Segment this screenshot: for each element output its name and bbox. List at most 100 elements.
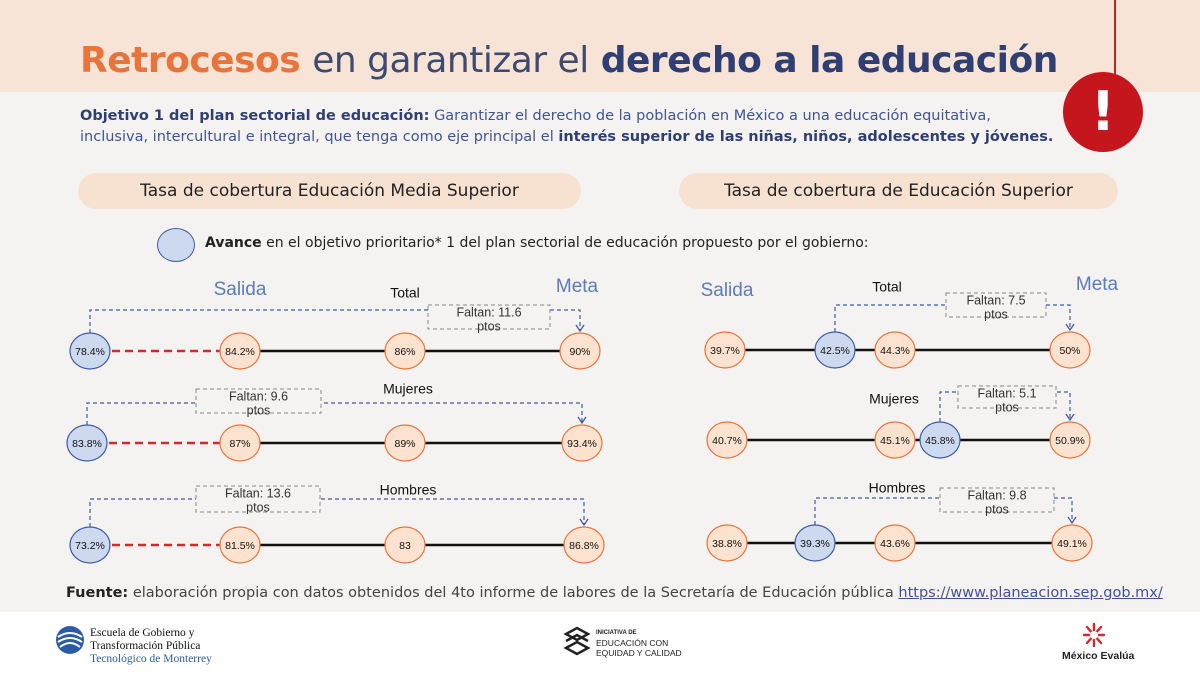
avance-node-right-0-label: 42.5% bbox=[820, 345, 850, 357]
avance-node-left-0-circle bbox=[69, 332, 111, 370]
value-node-right-0-2-label: 50% bbox=[1059, 345, 1080, 357]
value-node-left-1-0-circle bbox=[219, 424, 261, 462]
value-node-left-1-1-circle bbox=[384, 424, 426, 462]
value-node-right-1-2-circle bbox=[1049, 421, 1091, 459]
legend-avance-marker bbox=[157, 228, 195, 262]
mexico-evalua-star-icon bbox=[1082, 622, 1106, 648]
avance-node-left-1-circle bbox=[66, 424, 108, 462]
value-node-right-2-2-circle bbox=[1051, 524, 1093, 562]
value-node-right-2-1-circle bbox=[874, 524, 916, 562]
row-label-left-0: Total bbox=[390, 285, 420, 301]
header-band bbox=[0, 0, 1200, 92]
objective-label: Objetivo 1 del plan sectorial de educaci… bbox=[80, 108, 430, 124]
gap-connector-left-1 bbox=[86, 402, 583, 425]
panel-title-superior: Tasa de cobertura de Educación Superior bbox=[679, 173, 1118, 209]
row-label-left-2: Hombres bbox=[380, 482, 437, 498]
faltan-left-0-box bbox=[427, 304, 551, 330]
faltan-left-1-box bbox=[195, 388, 322, 414]
arrow-head bbox=[1067, 516, 1077, 525]
value-node-left-2-1-circle bbox=[384, 526, 426, 564]
value-node-right-2-2-label: 49.1% bbox=[1057, 538, 1087, 550]
value-node-left-0-1-circle bbox=[384, 332, 426, 370]
gap-connector-left-0 bbox=[89, 309, 581, 333]
row-label-left-1: Mujeres bbox=[383, 381, 433, 397]
meta-label-left: Meta bbox=[556, 276, 599, 297]
value-node-left-1-2-label: 93.4% bbox=[567, 438, 597, 450]
arrow-head bbox=[1065, 413, 1075, 422]
salida-label-left: Salida bbox=[214, 279, 267, 300]
value-node-right-2-0-label: 38.8% bbox=[712, 538, 742, 550]
panel-title-media-superior: Tasa de cobertura Educación Media Superi… bbox=[78, 173, 581, 209]
value-node-right-0-1-label: 44.3% bbox=[880, 345, 910, 357]
objective-body: Garantizar el derecho de la población en… bbox=[80, 108, 991, 145]
arrow-head bbox=[579, 518, 589, 527]
title-highlight: Retrocesos bbox=[80, 40, 301, 81]
value-node-left-2-0-circle bbox=[219, 526, 261, 564]
avance-node-right-1-label: 45.8% bbox=[925, 435, 955, 447]
faltan-right-1-label-2: ptos bbox=[995, 400, 1019, 414]
faltan-right-0-box bbox=[945, 292, 1047, 318]
logo-mexico-evalua: México Evalúa bbox=[1062, 650, 1135, 662]
value-node-right-0-1-circle bbox=[874, 331, 916, 369]
value-node-left-2-2-label: 86.8% bbox=[569, 540, 599, 552]
alert-icon: ! bbox=[1063, 72, 1143, 152]
source-label: Fuente: bbox=[66, 585, 129, 601]
avance-node-left-0-label: 78.4% bbox=[75, 346, 105, 358]
alert-line bbox=[1114, 0, 1116, 92]
title-emphasis: derecho a la educación bbox=[600, 40, 1059, 81]
faltan-right-2-label: Faltan: 9.8 bbox=[967, 488, 1026, 502]
value-node-right-1-0-label: 40.7% bbox=[712, 435, 742, 447]
salida-label-right: Salida bbox=[701, 280, 754, 301]
value-node-left-2-0-label: 81.5% bbox=[225, 540, 255, 552]
faltan-right-1-label: Faltan: 5.1 bbox=[977, 386, 1036, 400]
faltan-left-1-label: Faltan: 9.6 bbox=[229, 389, 288, 403]
legend-text: Avance en el objetivo prioritario* 1 del… bbox=[205, 235, 869, 251]
logo-escuela-gobierno: Escuela de Gobierno y Transformación Púb… bbox=[90, 627, 212, 665]
avance-node-right-2-label: 39.3% bbox=[800, 538, 830, 550]
value-node-left-0-0-label: 84.2% bbox=[225, 346, 255, 358]
value-node-left-1-0-label: 87% bbox=[229, 438, 250, 450]
faltan-right-2-box bbox=[939, 487, 1055, 513]
faltan-right-2-label-2: ptos bbox=[985, 502, 1009, 516]
value-node-right-0-2-circle bbox=[1049, 331, 1091, 369]
value-node-left-0-2-circle bbox=[559, 332, 601, 370]
value-node-left-0-0-circle bbox=[219, 332, 261, 370]
value-node-left-2-1-label: 83 bbox=[399, 540, 411, 552]
meta-label-right: Meta bbox=[1076, 274, 1119, 295]
value-node-left-0-2-label: 90% bbox=[569, 346, 590, 358]
gap-connector-left-2 bbox=[89, 498, 585, 527]
faltan-left-0-label-2: ptos bbox=[477, 319, 501, 333]
objective-highlight: interés superior de las niñas, niños, ad… bbox=[558, 129, 1054, 145]
value-node-right-2-1-label: 43.6% bbox=[880, 538, 910, 550]
value-node-left-2-2-circle bbox=[563, 526, 605, 564]
source-link[interactable]: https://www.planeacion.sep.gob.mx/ bbox=[898, 585, 1163, 601]
faltan-right-1-box bbox=[957, 385, 1057, 409]
footer bbox=[0, 612, 1200, 675]
value-node-left-0-1-label: 86% bbox=[394, 346, 415, 358]
avance-node-left-2-circle bbox=[69, 526, 111, 564]
value-node-right-0-0-circle bbox=[704, 331, 746, 369]
faltan-left-2-label: Faltan: 13.6 bbox=[225, 486, 291, 500]
source-note: Fuente: elaboración propia con datos obt… bbox=[66, 585, 1163, 601]
value-node-left-1-1-label: 89% bbox=[394, 438, 415, 450]
value-node-right-1-2-label: 50.9% bbox=[1055, 435, 1085, 447]
gap-connector-right-0 bbox=[834, 304, 1071, 332]
row-label-right-1: Mujeres bbox=[869, 391, 919, 407]
value-node-right-0-0-label: 39.7% bbox=[710, 345, 740, 357]
avance-node-right-1-circle bbox=[919, 421, 961, 459]
avance-node-right-2-circle bbox=[794, 524, 836, 562]
faltan-left-0-label: Faltan: 11.6 bbox=[456, 305, 521, 319]
faltan-right-0-label: Faltan: 7.5 bbox=[966, 293, 1025, 307]
value-node-right-1-1-label: 45.1% bbox=[880, 435, 910, 447]
arrow-head bbox=[577, 416, 587, 425]
avance-node-left-2-label: 73.2% bbox=[75, 540, 105, 552]
row-label-right-2: Hombres bbox=[869, 480, 926, 496]
source-text: elaboración propia con datos obtenidos d… bbox=[132, 585, 894, 601]
objective-text: Objetivo 1 del plan sectorial de educaci… bbox=[80, 106, 1060, 148]
faltan-left-2-label-2: ptos bbox=[246, 500, 270, 514]
iniciativa-logo-icon bbox=[563, 626, 591, 656]
title-middle: en garantizar el bbox=[312, 40, 589, 81]
faltan-left-2-box bbox=[195, 485, 321, 513]
page-title: Retrocesos en garantizar el derecho a la… bbox=[80, 40, 1058, 81]
